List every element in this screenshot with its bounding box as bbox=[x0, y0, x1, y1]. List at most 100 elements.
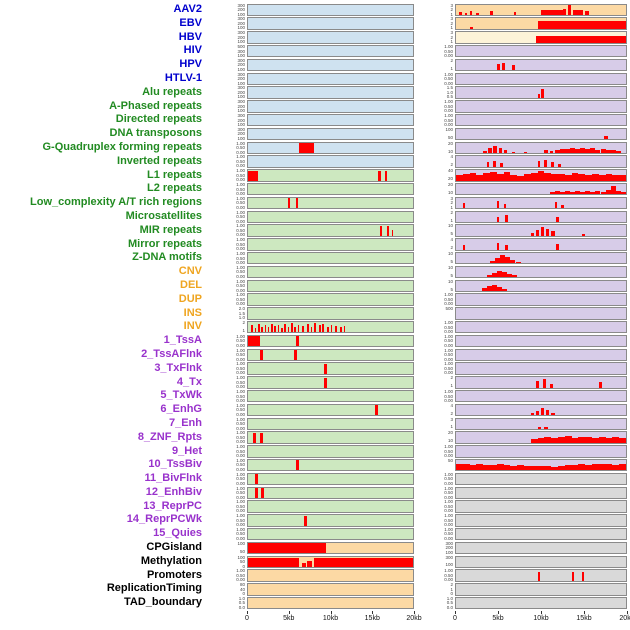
signal-bar bbox=[541, 408, 545, 416]
y-tick-label: 1.00 bbox=[236, 209, 245, 215]
left-y-ticks: 1.00 0.50 0.00 bbox=[205, 169, 247, 182]
y-tick-label: 0.50 bbox=[236, 421, 245, 427]
y-tick-label: 2 bbox=[450, 162, 453, 168]
y-tick-label: 0.00 bbox=[236, 191, 245, 197]
signal-bar bbox=[327, 326, 329, 333]
y-tick-label: 1.00 bbox=[236, 361, 245, 367]
signal-bar bbox=[307, 323, 310, 333]
y-tick-label: 0.00 bbox=[236, 287, 245, 293]
y-tick-label: 1.00 bbox=[236, 471, 245, 477]
signal-bar bbox=[304, 515, 308, 526]
signal-bar bbox=[498, 147, 502, 154]
y-tick-label: 100 bbox=[445, 126, 453, 132]
signal-bar bbox=[535, 411, 540, 416]
x-axis-row: 0 5kb 10kb 15kb 20kb 0 5kb 10kb 15kb 20kb bbox=[0, 611, 630, 629]
signal-bar bbox=[573, 9, 584, 16]
track-row: HPV 300 200 100 2 1 bbox=[0, 58, 630, 72]
y-tick-label: 0.00 bbox=[236, 425, 245, 431]
signal-bar bbox=[571, 173, 579, 181]
left-panel-plot bbox=[247, 390, 414, 403]
left-y-ticks: 1.00 0.50 0.00 bbox=[205, 471, 247, 485]
signal-bar bbox=[251, 325, 253, 333]
y-tick-label: 1.00 bbox=[236, 333, 245, 339]
track-label: DUP bbox=[178, 292, 202, 305]
signal-bar bbox=[535, 380, 540, 388]
y-tick-label: 300 bbox=[237, 48, 245, 54]
signal-bar bbox=[537, 161, 541, 167]
signal-bar bbox=[575, 190, 581, 195]
track-row: 7_Enh 1.00 0.50 0.00 3 1 bbox=[0, 417, 630, 431]
y-tick-label: 80 bbox=[239, 582, 245, 588]
y-tick-label: 0.00 bbox=[236, 260, 245, 266]
track-row: AAV2 300 200 100 3 2 1 bbox=[0, 3, 630, 17]
track-label: Mirror repeats bbox=[128, 237, 202, 250]
signal-bar bbox=[302, 562, 306, 567]
y-tick-label: 0.00 bbox=[236, 149, 245, 155]
y-tick-label: 10 bbox=[447, 438, 453, 444]
signal-bar bbox=[564, 436, 572, 443]
axis-tick-mark bbox=[330, 611, 332, 615]
track-row: Directed repeats 300 200 100 1.00 0.50 0.00 bbox=[0, 113, 630, 127]
y-tick-label: 0.00 bbox=[236, 163, 245, 169]
right-panel-plot bbox=[455, 3, 627, 17]
right-y-ticks: 1.00 0.50 0.00 bbox=[414, 348, 455, 361]
signal-bar bbox=[295, 198, 299, 209]
right-y-ticks: 40 20 bbox=[414, 169, 455, 181]
left-y-ticks: 100 50 bbox=[205, 541, 247, 554]
signal-bar bbox=[530, 439, 538, 443]
right-panel-plot bbox=[455, 183, 627, 196]
signal-bar bbox=[267, 327, 270, 333]
y-tick-label: 0.50 bbox=[444, 352, 453, 358]
signal-bar bbox=[462, 174, 470, 181]
left-panel-plot bbox=[247, 555, 414, 568]
signal-bar bbox=[281, 327, 283, 333]
left-y-ticks: 500 300 100 bbox=[205, 45, 247, 58]
signal-bar bbox=[274, 326, 277, 333]
track-label: Methylation bbox=[140, 554, 202, 567]
track-row: 12_EnhBiv 1.00 0.50 0.00 1.00 0.50 0.00 bbox=[0, 486, 630, 500]
track-label: 3_TxFlnk bbox=[154, 361, 202, 374]
signal-bar bbox=[554, 202, 558, 209]
y-tick-label: 0.50 bbox=[444, 531, 453, 537]
left-y-ticks: 300 200 100 bbox=[205, 86, 247, 99]
right-panel-plot bbox=[455, 169, 627, 182]
signal-bar bbox=[605, 150, 611, 154]
signal-bar bbox=[537, 438, 545, 443]
right-panel-plot bbox=[455, 72, 627, 86]
left-panel-plot bbox=[247, 3, 414, 17]
right-y-ticks: 1.00 0.50 0.00 bbox=[414, 113, 455, 127]
right-panel-plot bbox=[455, 583, 627, 596]
y-tick-label: 1.00 bbox=[236, 526, 245, 532]
left-panel-plot bbox=[247, 596, 414, 610]
track-label: 5_TxWk bbox=[160, 389, 202, 402]
signal-bar bbox=[569, 191, 575, 195]
left-panel-plot bbox=[247, 127, 414, 141]
track-row: 10_TssBiv 1.00 0.50 0.00 50 bbox=[0, 458, 630, 472]
y-tick-label: 1.00 bbox=[444, 113, 453, 119]
left-y-ticks: 1.00 0.50 0.00 bbox=[205, 224, 247, 237]
track-row: L1 repeats 1.00 0.50 0.00 40 20 bbox=[0, 169, 630, 183]
signal-bar bbox=[619, 438, 626, 443]
y-tick-label: 10 bbox=[447, 264, 453, 270]
y-tick-label: 0.50 bbox=[236, 462, 245, 468]
y-tick-label: 1 bbox=[450, 383, 453, 389]
track-label: HPV bbox=[179, 58, 202, 71]
signal-bar bbox=[496, 243, 500, 250]
y-tick-label: 0.50 bbox=[236, 255, 245, 261]
y-tick-label: 0.50 bbox=[236, 503, 245, 509]
y-tick-label: 3 bbox=[450, 2, 453, 8]
signal-bar bbox=[513, 12, 517, 16]
signal-bar bbox=[491, 284, 497, 291]
y-tick-label: 3 bbox=[450, 30, 453, 36]
left-y-ticks: 1.00 0.50 0.00 bbox=[205, 500, 247, 513]
signal-bar bbox=[571, 464, 579, 471]
y-tick-label: 1.00 bbox=[444, 499, 453, 505]
right-panel-plot bbox=[455, 417, 627, 430]
signal-bar bbox=[384, 170, 388, 181]
axis-tick-label: 5kb bbox=[283, 615, 295, 623]
left-panel-plot bbox=[247, 472, 414, 486]
